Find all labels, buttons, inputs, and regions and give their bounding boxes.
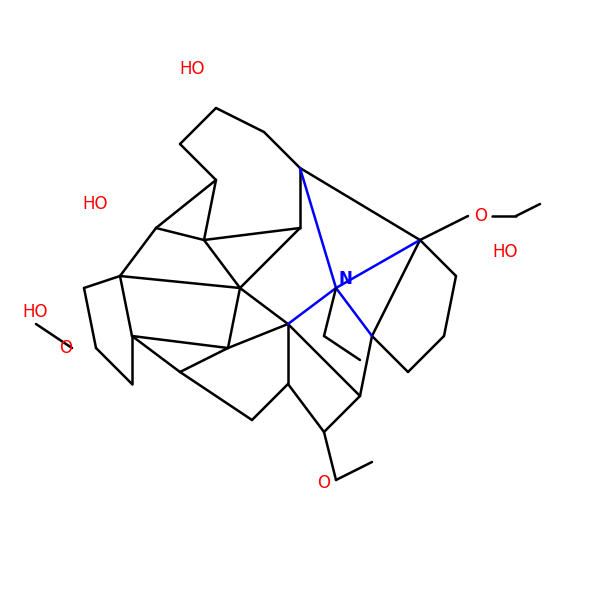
Text: HO: HO (83, 195, 108, 213)
Text: N: N (338, 270, 352, 288)
Text: HO: HO (179, 60, 205, 78)
Text: O: O (474, 207, 487, 225)
Text: HO: HO (492, 243, 517, 261)
Text: HO: HO (23, 303, 48, 321)
Text: O: O (59, 339, 72, 357)
Text: O: O (317, 474, 331, 492)
